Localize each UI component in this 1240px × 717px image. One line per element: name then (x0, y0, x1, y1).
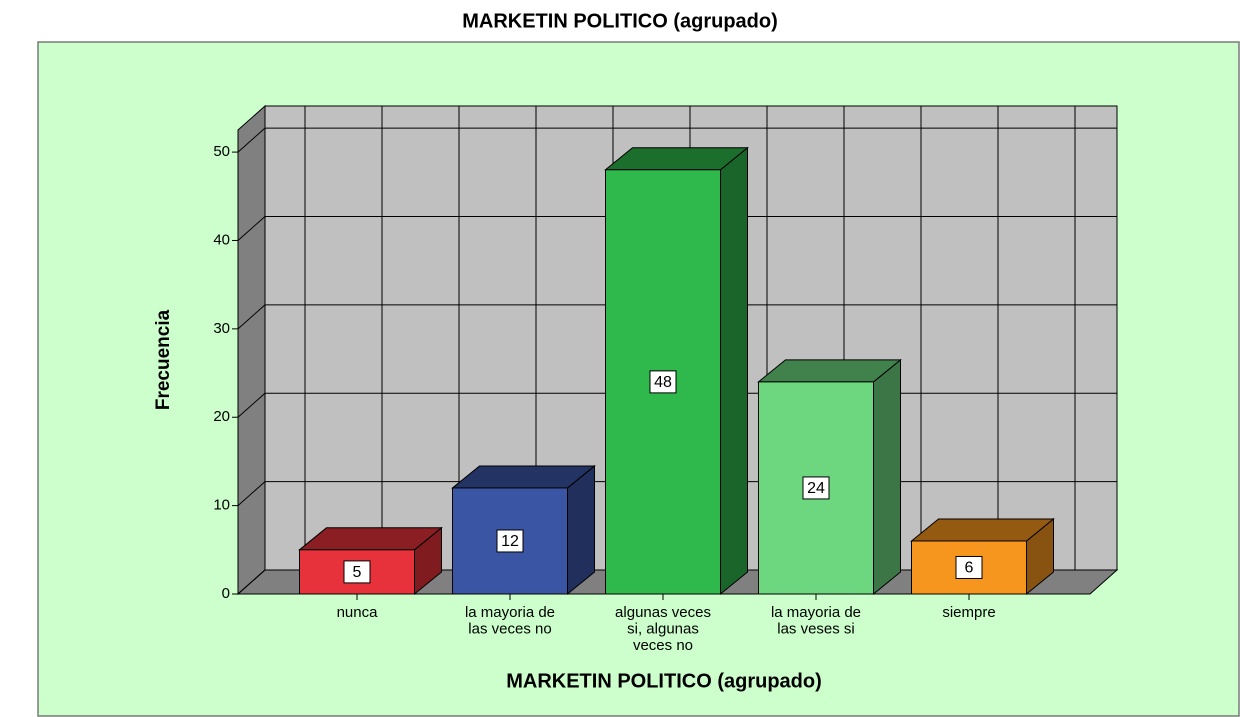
bar-side (873, 358, 901, 596)
y-tick-label: 50 (213, 143, 230, 160)
x-tick-label: algunas veces si, algunas veces no (615, 604, 711, 654)
value-label: 12 (501, 533, 519, 550)
grid-line (237, 216, 266, 241)
x-tick-label: siempre (942, 604, 995, 621)
grid-line (237, 392, 266, 418)
grid-line (237, 304, 266, 330)
value-label-box (496, 529, 524, 553)
value-label: 6 (965, 560, 974, 577)
value-label-box (802, 476, 830, 500)
value-label-box (955, 555, 983, 579)
value-label: 24 (807, 480, 825, 497)
bar (911, 540, 1027, 595)
value-label: 48 (654, 374, 672, 391)
grid-line (237, 569, 266, 595)
value-label-box (649, 370, 677, 394)
x-tick-label: la mayoria de las veses si (771, 604, 861, 638)
side-wall (237, 104, 266, 596)
bar-side (720, 146, 748, 596)
grid-line (237, 127, 266, 153)
grid-line (237, 481, 266, 506)
value-label: 5 (353, 564, 362, 581)
chart-title: MARKETIN POLITICO (agrupado) (462, 10, 778, 32)
y-tick-label: 0 (222, 585, 230, 602)
x-axis-title: MARKETIN POLITICO (agrupado) (506, 670, 822, 692)
x-tick-label: la mayoria de las veces no (465, 604, 555, 638)
value-label-box (343, 560, 371, 584)
y-tick-label: 30 (213, 320, 230, 337)
y-tick-label: 10 (213, 497, 230, 514)
y-axis-title: Frecuencia (153, 309, 174, 410)
y-tick-label: 40 (213, 231, 230, 248)
y-tick-label: 20 (213, 408, 230, 425)
x-tick-label: nunca (337, 604, 379, 621)
